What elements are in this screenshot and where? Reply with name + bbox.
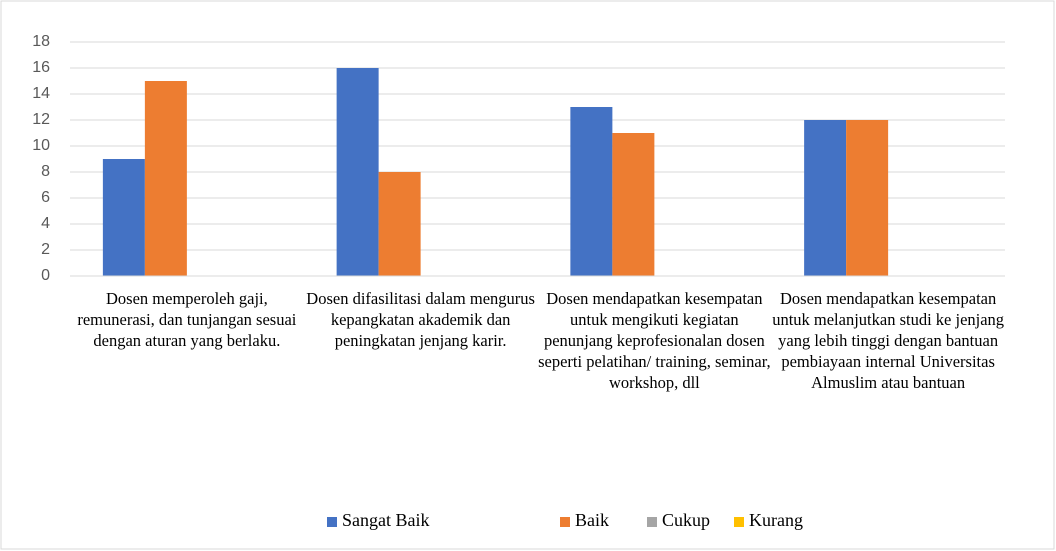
y-tick-label: 10 — [32, 137, 50, 154]
x-tick-label-box: Dosen memperoleh gaji, remunerasi, dan t… — [77, 289, 297, 350]
legend-label: Kurang — [749, 510, 803, 530]
legend-label: Baik — [575, 510, 609, 530]
x-tick-label-box: Dosen difasilitasi dalam mengurus kepang… — [306, 289, 535, 350]
x-tick-label: Dosen difasilitasi dalam mengurus kepang… — [306, 289, 535, 350]
x-tick-label-box: Dosen mendapatkan kesempatan untuk mengi… — [538, 289, 771, 392]
bar — [144, 81, 187, 276]
bar — [804, 120, 847, 276]
bar — [102, 159, 145, 276]
bar — [612, 133, 655, 276]
legend-swatch — [560, 517, 570, 527]
y-tick-label: 6 — [41, 189, 50, 206]
x-tick-label: Dosen memperoleh gaji, remunerasi, dan t… — [77, 289, 297, 350]
y-tick-label: 4 — [41, 215, 50, 232]
y-tick-label: 18 — [32, 33, 50, 50]
x-tick-label: Dosen mendapatkan kesempatan untuk melan… — [772, 289, 1005, 392]
y-tick-label: 2 — [41, 241, 50, 258]
y-tick-label: 12 — [32, 111, 50, 128]
legend-swatch — [327, 517, 337, 527]
x-tick-label-box: Dosen mendapatkan kesempatan untuk melan… — [772, 289, 1005, 392]
bar — [378, 172, 421, 276]
y-tick-label: 0 — [41, 267, 50, 284]
x-tick-label: Dosen mendapatkan kesempatan untuk mengi… — [538, 289, 771, 392]
bar — [846, 120, 889, 276]
y-tick-label: 16 — [32, 59, 50, 76]
y-tick-label: 8 — [41, 163, 50, 180]
y-tick-label: 14 — [32, 85, 50, 102]
legend-label: Cukup — [662, 510, 710, 530]
legend-swatch — [734, 517, 744, 527]
legend-swatch — [647, 517, 657, 527]
bar — [336, 68, 379, 276]
legend-label: Sangat Baik — [342, 510, 430, 530]
bar — [570, 107, 613, 276]
